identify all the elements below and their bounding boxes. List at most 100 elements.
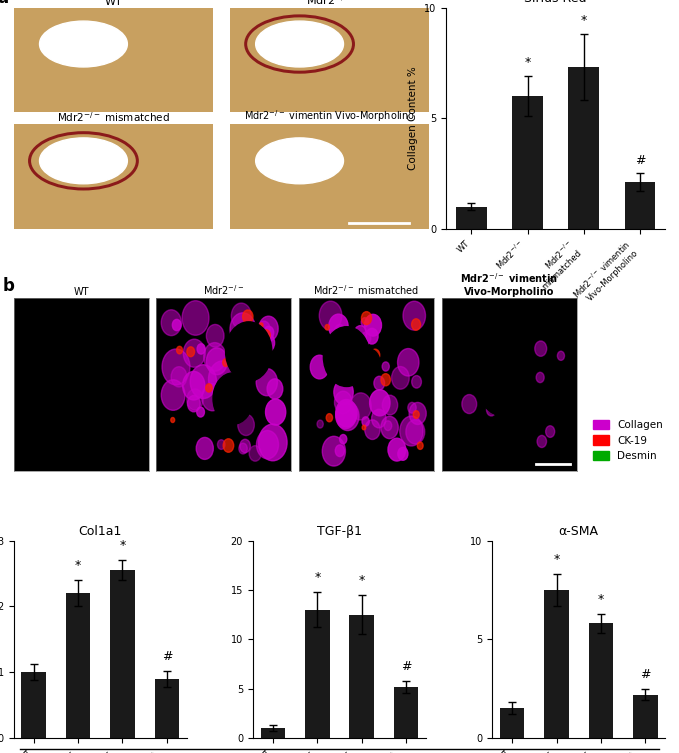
Circle shape [225,322,272,381]
Circle shape [39,21,128,67]
Circle shape [213,373,253,424]
Circle shape [398,349,419,376]
Circle shape [232,341,258,375]
Circle shape [256,361,265,374]
Bar [500,709,524,738]
Circle shape [217,440,225,450]
Circle shape [334,380,353,404]
Circle shape [411,319,420,331]
Circle shape [256,368,278,396]
Circle shape [325,325,329,330]
Title: Mdr2$^{-/-}$: Mdr2$^{-/-}$ [306,0,353,8]
Circle shape [329,340,347,363]
Circle shape [361,312,371,325]
Text: *: * [120,539,126,553]
Circle shape [249,446,261,461]
Circle shape [170,417,175,422]
Circle shape [388,438,406,461]
Circle shape [326,413,333,422]
Circle shape [223,382,252,419]
Circle shape [350,393,371,420]
Circle shape [206,325,224,347]
Circle shape [265,399,286,425]
Circle shape [408,402,416,413]
Circle shape [39,138,128,184]
Circle shape [335,400,357,427]
Legend: Collagen, CK-19, Desmin: Collagen, CK-19, Desmin [589,416,667,465]
Circle shape [329,314,348,339]
Circle shape [208,361,237,398]
Bar [545,590,569,738]
Circle shape [381,416,399,439]
Circle shape [362,417,369,426]
Circle shape [190,364,217,398]
Circle shape [335,325,345,337]
Text: *: * [581,14,587,27]
Circle shape [371,409,386,428]
Circle shape [342,337,355,355]
Text: *: * [359,574,365,587]
Circle shape [381,373,390,386]
Title: Mdr2$^{-/-}$ vimentin
Vivo-Morpholino: Mdr2$^{-/-}$ vimentin Vivo-Morpholino [460,272,558,297]
Circle shape [233,362,248,381]
Circle shape [227,381,249,408]
Circle shape [259,424,287,461]
Circle shape [242,310,253,323]
Circle shape [535,341,547,356]
Circle shape [317,420,323,428]
Circle shape [196,437,213,459]
Circle shape [384,421,392,431]
Text: *: * [314,571,320,584]
Bar [394,687,418,738]
Circle shape [414,410,419,419]
Circle shape [256,21,344,67]
Text: b: b [3,277,15,295]
Circle shape [223,358,229,367]
Circle shape [335,445,344,456]
Circle shape [462,395,477,413]
Circle shape [238,414,255,435]
Circle shape [478,353,527,416]
Circle shape [365,419,380,440]
Circle shape [366,328,378,344]
Title: α-SMA: α-SMA [559,525,599,538]
Bar [512,96,543,229]
Circle shape [182,300,209,335]
Circle shape [257,431,278,459]
Circle shape [323,436,346,466]
Circle shape [369,389,390,416]
Bar [110,570,134,738]
Circle shape [183,339,205,367]
Title: Mdr2$^{-/-}$: Mdr2$^{-/-}$ [203,283,244,297]
Circle shape [537,435,547,447]
Circle shape [362,425,366,430]
Circle shape [361,332,371,345]
Bar [155,678,179,738]
Bar [305,610,329,738]
Circle shape [335,392,352,413]
Y-axis label: Collagen Content %: Collagen Content % [408,66,418,170]
Bar [66,593,90,738]
Circle shape [490,396,496,404]
Circle shape [354,325,367,342]
Title: WT: WT [105,0,122,7]
Circle shape [400,416,423,446]
Bar [261,728,285,738]
Circle shape [177,346,183,354]
Circle shape [357,349,380,379]
Circle shape [259,316,278,341]
Bar [568,67,599,229]
Circle shape [398,447,408,460]
Circle shape [197,407,204,417]
Circle shape [187,389,203,410]
Circle shape [187,395,200,412]
Circle shape [239,348,259,374]
Text: #: # [640,668,650,681]
Bar [589,623,613,738]
Circle shape [319,301,342,331]
Circle shape [258,321,270,337]
Bar [633,694,657,738]
Circle shape [337,401,359,431]
Circle shape [382,395,398,415]
Circle shape [256,138,344,184]
